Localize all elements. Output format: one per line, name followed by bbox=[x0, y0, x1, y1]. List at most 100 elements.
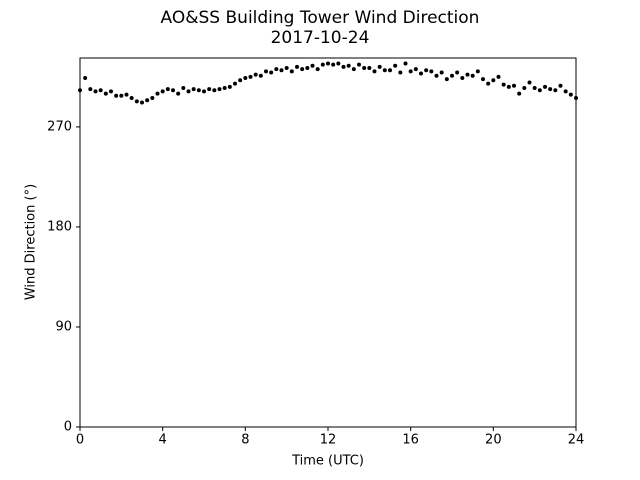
data-point bbox=[512, 83, 516, 88]
data-point bbox=[501, 82, 506, 87]
data-point bbox=[475, 69, 480, 74]
chart-title: AO&SS Building Tower Wind Direction bbox=[161, 8, 480, 28]
x-tick-label: 12 bbox=[320, 433, 337, 448]
data-point bbox=[455, 70, 460, 75]
data-point bbox=[444, 77, 449, 82]
data-point bbox=[527, 80, 532, 85]
data-point bbox=[289, 69, 294, 74]
data-point bbox=[129, 96, 134, 101]
x-tick-label: 16 bbox=[402, 433, 419, 448]
data-point bbox=[563, 89, 568, 94]
data-point bbox=[543, 84, 547, 89]
data-point bbox=[222, 86, 227, 91]
data-point bbox=[486, 81, 491, 86]
data-point bbox=[574, 96, 578, 101]
y-tick-label: 270 bbox=[47, 119, 72, 134]
x-tick-label: 0 bbox=[76, 433, 84, 448]
y-tick-label: 90 bbox=[55, 319, 72, 334]
x-tick-label: 20 bbox=[485, 433, 502, 448]
x-tick-label: 4 bbox=[159, 433, 167, 448]
data-point bbox=[320, 62, 325, 67]
data-point bbox=[315, 67, 320, 72]
data-point bbox=[517, 91, 522, 96]
data-point bbox=[537, 88, 542, 93]
data-point bbox=[506, 84, 511, 89]
data-point bbox=[336, 61, 341, 66]
data-point bbox=[284, 66, 289, 71]
data-point bbox=[377, 64, 382, 69]
data-point bbox=[372, 69, 377, 74]
data-point bbox=[269, 70, 274, 75]
data-point bbox=[558, 83, 563, 88]
data-point bbox=[253, 72, 258, 77]
data-point bbox=[155, 91, 160, 96]
data-point bbox=[165, 87, 170, 92]
data-point bbox=[274, 67, 279, 72]
data-point bbox=[243, 76, 248, 81]
data-point bbox=[470, 73, 475, 78]
data-point bbox=[362, 66, 367, 71]
data-point bbox=[393, 63, 398, 68]
data-point bbox=[413, 67, 418, 72]
data-point bbox=[419, 71, 423, 76]
data-point bbox=[140, 100, 144, 105]
data-point bbox=[109, 89, 113, 94]
data-point bbox=[103, 91, 108, 96]
data-point bbox=[264, 69, 268, 74]
data-point bbox=[98, 88, 103, 93]
x-axis-label: Time (UTC) bbox=[291, 454, 364, 469]
data-point bbox=[305, 66, 310, 71]
data-point bbox=[341, 64, 346, 69]
data-point bbox=[367, 66, 372, 71]
data-point bbox=[119, 93, 124, 98]
data-point bbox=[382, 68, 387, 73]
data-point bbox=[331, 62, 336, 67]
data-point bbox=[124, 92, 129, 97]
data-point bbox=[434, 73, 439, 78]
data-point bbox=[279, 68, 284, 73]
data-point bbox=[357, 62, 361, 67]
data-point bbox=[145, 98, 150, 103]
data-point bbox=[88, 87, 93, 92]
y-tick-label: 180 bbox=[47, 219, 72, 234]
data-point bbox=[207, 87, 212, 92]
data-point bbox=[227, 84, 232, 89]
data-point bbox=[568, 92, 573, 97]
data-point bbox=[403, 61, 408, 66]
plot-frame bbox=[79, 57, 577, 428]
data-point bbox=[450, 73, 454, 78]
data-point bbox=[160, 89, 165, 94]
data-point bbox=[186, 89, 191, 94]
data-point bbox=[181, 86, 186, 91]
data-point bbox=[408, 69, 413, 74]
data-point bbox=[114, 93, 119, 98]
data-point bbox=[171, 88, 175, 93]
data-point bbox=[217, 87, 222, 92]
data-point bbox=[548, 87, 553, 92]
data-point bbox=[202, 89, 206, 94]
data-point bbox=[522, 86, 527, 91]
data-point bbox=[491, 78, 496, 83]
data-point bbox=[150, 96, 155, 101]
data-point bbox=[196, 88, 201, 93]
data-point bbox=[78, 88, 82, 93]
data-point bbox=[439, 70, 444, 75]
data-point bbox=[258, 73, 263, 78]
x-tick-label: 24 bbox=[568, 433, 585, 448]
data-point bbox=[388, 68, 392, 73]
data-point bbox=[310, 63, 315, 68]
data-point bbox=[233, 81, 237, 86]
data-point bbox=[424, 68, 429, 73]
data-point bbox=[83, 76, 88, 81]
y-axis-label: Wind Direction (°) bbox=[24, 184, 39, 300]
data-point bbox=[532, 86, 537, 91]
data-point bbox=[346, 63, 351, 68]
data-point bbox=[191, 87, 196, 92]
data-point bbox=[351, 67, 356, 72]
data-point bbox=[176, 91, 181, 96]
data-point bbox=[429, 69, 434, 74]
chart-subtitle: 2017-10-24 bbox=[271, 28, 370, 48]
data-point bbox=[93, 89, 98, 94]
data-point bbox=[295, 64, 299, 69]
